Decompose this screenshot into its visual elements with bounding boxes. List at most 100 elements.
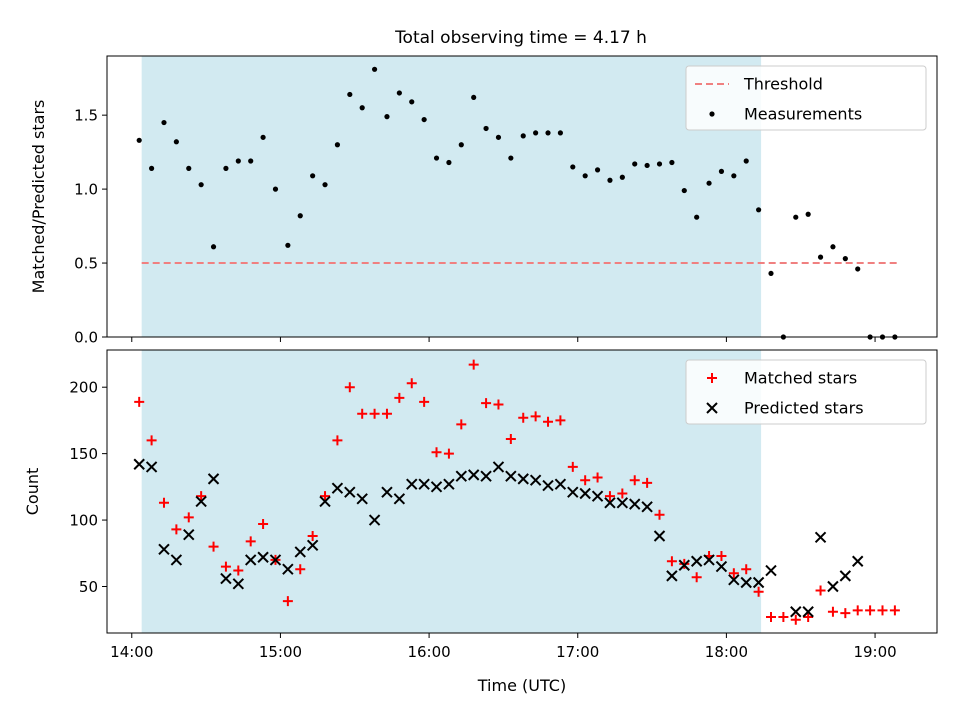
measurement-point xyxy=(706,180,712,186)
predicted-stars-point xyxy=(306,539,319,552)
x-tick-label: 15:00 xyxy=(259,643,302,661)
matched-stars-point xyxy=(282,596,293,607)
predicted-stars-point xyxy=(430,481,443,493)
measurement-point xyxy=(533,130,539,136)
matched-stars-point xyxy=(381,408,392,419)
measurement-point xyxy=(582,173,588,179)
predicted-stars-point xyxy=(344,486,356,498)
matched-stars-point xyxy=(443,448,454,459)
legend-box xyxy=(685,65,927,131)
y-tick-label: 1.5 xyxy=(74,107,98,125)
matched-stars-point xyxy=(344,382,355,393)
matched-stars-point xyxy=(567,461,578,472)
matched-stars-point xyxy=(481,398,492,409)
measurement-point xyxy=(272,186,279,192)
matched-stars-point xyxy=(642,477,653,488)
matched-stars-point xyxy=(716,550,727,561)
predicted-stars-point xyxy=(418,478,430,490)
predicted-stars-point xyxy=(728,574,740,586)
predicted-stars-point xyxy=(319,495,331,508)
matched-stars-point xyxy=(220,561,231,572)
measurement-point xyxy=(495,134,502,140)
predicted-stars-point xyxy=(802,606,814,618)
matched-stars-point xyxy=(617,488,628,499)
measurement-point xyxy=(297,213,303,219)
observing-span xyxy=(141,350,762,633)
predicted-stars-point xyxy=(616,497,629,509)
matched-stars-point xyxy=(419,396,430,407)
measurement-point xyxy=(768,270,774,277)
measurement-point xyxy=(210,244,217,250)
matched-stars-point xyxy=(790,614,801,625)
measurement-point xyxy=(248,158,254,164)
y-axis-label: Count xyxy=(23,468,42,516)
measurement-point xyxy=(173,139,179,145)
predicted-stars-point xyxy=(666,570,678,582)
measurement-point xyxy=(322,182,328,188)
matched-stars-point xyxy=(728,568,739,579)
matched-stars-point xyxy=(295,564,306,575)
matched-stars-point xyxy=(889,605,900,616)
matched-stars-point xyxy=(332,435,343,446)
matched-stars-point xyxy=(741,564,752,575)
measurement-point xyxy=(285,242,291,248)
matched-stars-point xyxy=(840,608,851,619)
matched-stars-point xyxy=(357,408,368,419)
measurement-point xyxy=(334,142,341,148)
measurement-point xyxy=(619,174,625,180)
matched-stars-point xyxy=(865,605,876,616)
measurement-point xyxy=(656,161,663,167)
y-tick-label: 0.5 xyxy=(74,255,98,273)
measurement-point xyxy=(186,165,192,171)
matched-stars-point xyxy=(518,412,529,423)
predicted-stars-point xyxy=(752,576,765,589)
matched-stars-point xyxy=(778,612,789,623)
predicted-stars-point xyxy=(480,470,492,482)
measurement-point xyxy=(433,155,440,161)
predicted-stars-point xyxy=(765,564,777,577)
matched-stars-point xyxy=(320,491,331,502)
measurement-point xyxy=(310,173,316,179)
matched-stars-point xyxy=(233,565,244,576)
matched-stars-point xyxy=(183,512,194,523)
x-tick-label: 18:00 xyxy=(705,643,748,661)
matched-stars-point xyxy=(431,447,442,458)
matched-stars-point xyxy=(158,497,169,508)
matched-stars-point xyxy=(815,585,826,596)
measurement-point xyxy=(347,91,353,98)
matched-stars-point xyxy=(406,378,417,389)
matched-stars-point xyxy=(629,475,640,486)
matched-stars-point xyxy=(753,586,764,597)
predicted-stars-point xyxy=(492,461,505,473)
predicted-stars-point xyxy=(591,490,604,502)
measurement-point xyxy=(830,244,836,250)
predicted-stars-point xyxy=(331,482,344,494)
predicted-stars-point xyxy=(406,478,418,490)
predicted-stars-point xyxy=(542,479,554,492)
legend-label: Threshold xyxy=(743,75,823,94)
matched-stars-point xyxy=(307,531,318,542)
predicted-stars-point xyxy=(381,486,393,498)
predicted-stars-point xyxy=(282,563,294,575)
predicted-stars-point xyxy=(790,606,802,618)
matched-stars-point xyxy=(555,415,566,426)
matched-stars-point xyxy=(468,359,479,370)
predicted-stars-point xyxy=(505,470,517,482)
matched-stars-point xyxy=(827,606,838,617)
measurement-point xyxy=(594,167,601,173)
x-tick-label: 16:00 xyxy=(407,643,450,661)
legend-measurements-swatch xyxy=(709,111,715,117)
predicted-stars-point xyxy=(814,531,827,544)
x-tick-label: 17:00 xyxy=(556,643,599,661)
matched-stars-point xyxy=(505,434,516,445)
axes-frame xyxy=(106,349,938,634)
measurement-point xyxy=(359,105,365,111)
predicted-stars-point xyxy=(839,570,852,582)
matched-stars-point xyxy=(604,491,615,502)
legend-label: Predicted stars xyxy=(744,399,864,418)
matched-stars-point xyxy=(134,396,145,407)
predicted-stars-point xyxy=(567,486,579,498)
measurement-point xyxy=(842,256,848,262)
matched-stars-point xyxy=(666,556,677,567)
count-panel: 50 100 150 200 14:00 15:00 16:00 17:00 18:00 19:0… xyxy=(23,349,938,695)
